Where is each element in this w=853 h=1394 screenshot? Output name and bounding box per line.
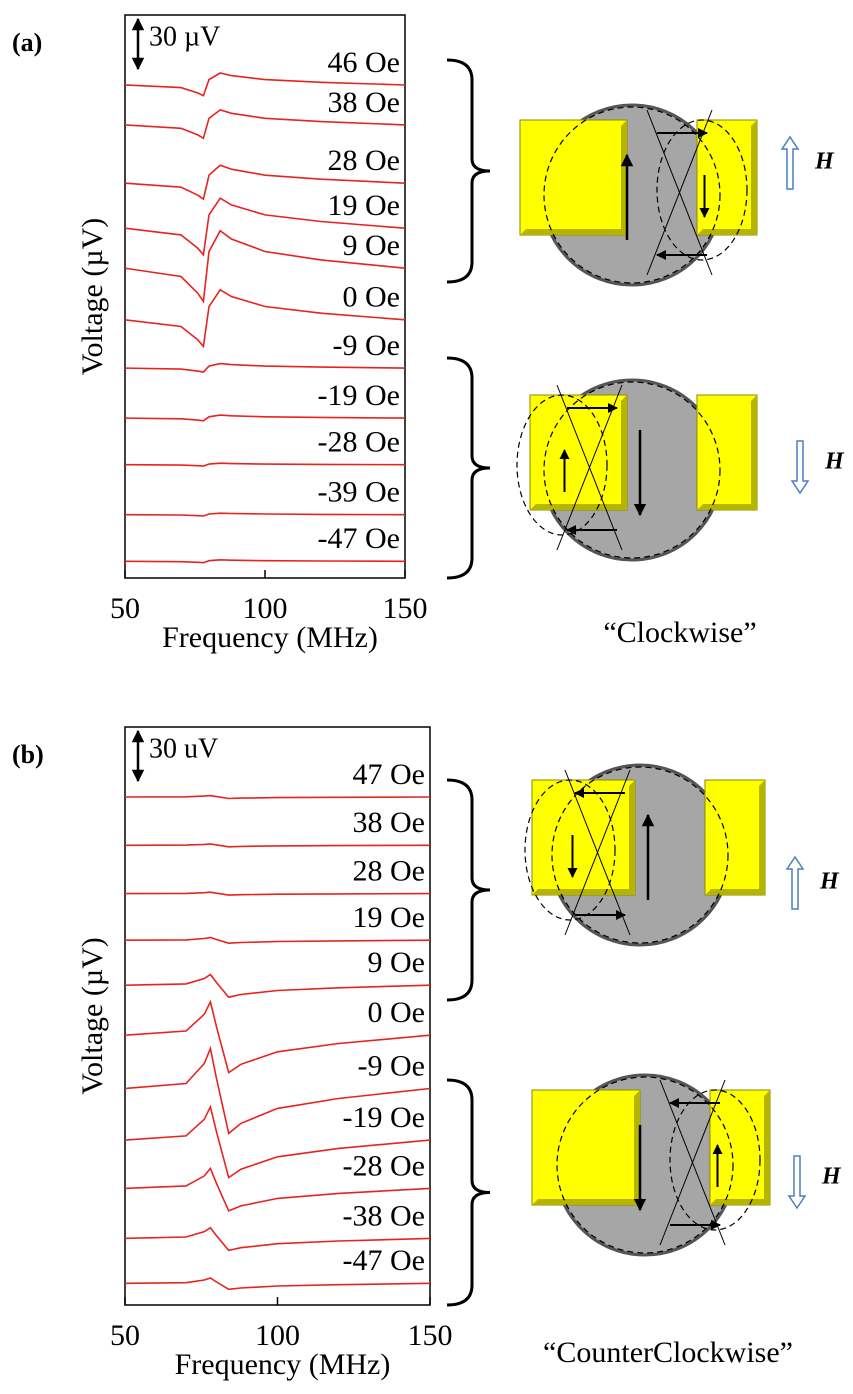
brace: [446, 1078, 491, 1307]
electrode: [696, 119, 758, 236]
x-tick-label: 50: [110, 592, 140, 625]
trace: [124, 794, 431, 800]
trace-label: 47 Oe: [353, 758, 425, 791]
disk-edge: [556, 1076, 734, 1254]
trace-label: 38 Oe: [353, 806, 425, 839]
trace-label: -47 Oe: [318, 522, 400, 555]
trace: [124, 197, 406, 257]
trace-label: -47 Oe: [343, 1244, 425, 1277]
disk-edge: [543, 106, 721, 284]
trace-label: -19 Oe: [318, 379, 400, 412]
trace: [124, 512, 406, 517]
trace: [124, 1166, 431, 1212]
x-tick-label: 100: [255, 1319, 300, 1352]
trace-label: 9 Oe: [343, 229, 400, 262]
trace-label: -38 Oe: [343, 1199, 425, 1232]
brace: [446, 356, 491, 580]
trace: [124, 414, 406, 422]
disk-edge: [551, 766, 729, 944]
trace-label: -28 Oe: [343, 1149, 425, 1182]
electrode: [704, 779, 766, 896]
field-arrow: [780, 135, 800, 190]
trace-label: 0 Oe: [343, 281, 400, 314]
trace: [124, 936, 431, 945]
electrode-bevel: [697, 120, 757, 235]
scale-bar-label: 30 uV: [149, 733, 218, 764]
x-tick-label: 150: [383, 592, 428, 625]
trace: [124, 1104, 431, 1179]
x-axis-label: Frequency (MHz): [162, 621, 378, 654]
trace: [124, 843, 431, 848]
trace: [124, 999, 431, 1074]
trace-label: -28 Oe: [318, 426, 400, 459]
trace: [124, 72, 406, 97]
electrode-bevel: [705, 780, 765, 895]
trace: [124, 891, 431, 896]
trace: [124, 229, 406, 304]
electrode-bevel: [710, 1090, 770, 1205]
trace-label: 19 Oe: [353, 901, 425, 934]
trace: [124, 288, 406, 349]
trace: [124, 164, 406, 201]
vortex-core-region: [656, 119, 748, 261]
trace: [124, 1226, 431, 1252]
x-tick-label: 100: [243, 592, 288, 625]
field-arrow: [787, 1155, 807, 1210]
trace: [124, 109, 406, 140]
trace: [124, 362, 406, 373]
electrode: [531, 779, 636, 896]
trace: [124, 462, 406, 467]
electrode-bevel: [697, 395, 757, 510]
disk-edge: [543, 381, 721, 559]
caption: “Clockwise”: [603, 616, 756, 649]
field-arrow: [790, 440, 810, 495]
trace-label: 28 Oe: [353, 854, 425, 887]
field-arrow: [785, 855, 805, 910]
brace: [446, 58, 491, 284]
trace-label: 28 Oe: [328, 144, 400, 177]
trace-label: 0 Oe: [368, 996, 425, 1029]
panel-label: (b): [12, 740, 44, 769]
scale-bar-label: 30 µV: [149, 21, 220, 52]
vortex-core-region: [516, 394, 608, 536]
electrode: [696, 394, 758, 511]
vortex-core-region: [524, 779, 616, 921]
trace-label: 46 Oe: [328, 46, 400, 79]
caption: “CounterClockwise”: [543, 1336, 793, 1369]
trace: [124, 1045, 431, 1135]
trace-label: -39 Oe: [318, 476, 400, 509]
x-tick-label: 150: [408, 1319, 453, 1352]
y-axis-label: Voltage (µV): [76, 937, 109, 1095]
vortex-core-region: [669, 1089, 761, 1231]
field-label: H: [814, 149, 835, 175]
trace-label: 19 Oe: [328, 189, 400, 222]
field-label: H: [824, 449, 845, 475]
field-label: H: [819, 869, 840, 895]
electrode: [709, 1089, 771, 1206]
x-tick-label: 50: [110, 1319, 140, 1352]
domain-wall: [659, 1079, 726, 1246]
trace: [124, 973, 431, 999]
trace-label: 38 Oe: [328, 86, 400, 119]
electrode: [519, 119, 628, 236]
trace: [124, 1277, 431, 1291]
panel-label: (a): [12, 28, 42, 57]
trace-label: -9 Oe: [333, 329, 400, 362]
trace-label: -9 Oe: [358, 1049, 425, 1082]
domain-wall: [564, 769, 631, 936]
field-label: H: [821, 1164, 842, 1190]
trace: [124, 558, 406, 564]
trace-label: -19 Oe: [343, 1101, 425, 1134]
electrode: [529, 394, 628, 511]
x-axis-label: Frequency (MHz): [175, 1348, 391, 1381]
electrode: [531, 1089, 641, 1206]
y-axis-label: Voltage (µV): [76, 218, 109, 376]
brace: [446, 778, 491, 1002]
trace-label: 9 Oe: [368, 946, 425, 979]
